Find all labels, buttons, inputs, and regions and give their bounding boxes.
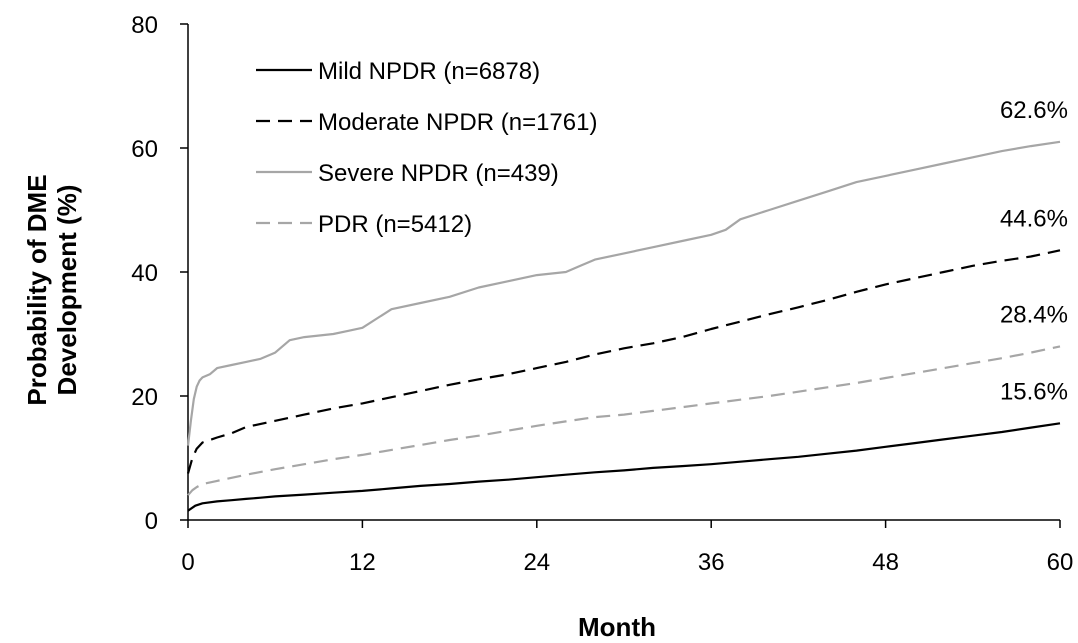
- y-axis-title-line2: Development (%): [52, 185, 82, 396]
- end-value-label: 44.6%: [1000, 205, 1068, 232]
- y-tick-label: 20: [131, 384, 158, 411]
- legend-label: Mild NPDR (n=6878): [318, 58, 540, 85]
- end-value-label: 28.4%: [1000, 301, 1068, 328]
- axes: [187, 24, 1060, 521]
- end-value-label: 15.6%: [1000, 378, 1068, 405]
- x-tick-label: 24: [523, 549, 550, 576]
- end-labels: 15.6% 44.6% 62.6% 28.4%: [1000, 97, 1068, 405]
- y-tick-label: 40: [131, 260, 158, 287]
- series-lines: [186, 140, 1061, 512]
- x-tick-label: 48: [872, 549, 899, 576]
- series-line-2: [186, 140, 1061, 446]
- x-axis-title: Month: [578, 612, 656, 642]
- y-axis-title: Probability of DME Development (%): [22, 174, 82, 405]
- legend-label: PDR (n=5412): [318, 211, 472, 238]
- series-line-3: [187, 345, 1061, 496]
- x-tick-label: 0: [181, 549, 194, 576]
- end-value-label: 62.6%: [1000, 97, 1068, 124]
- x-tick-label: 36: [698, 549, 725, 576]
- x-tick-label: 12: [349, 549, 376, 576]
- y-axis-title-line1: Probability of DME: [22, 174, 52, 405]
- y-tick-label: 60: [131, 136, 158, 163]
- x-tick-label: 60: [1047, 549, 1074, 576]
- y-ticks: 0 20 40 60 80: [131, 12, 188, 535]
- series-line-0: [187, 422, 1061, 512]
- legend-label: Severe NPDR (n=439): [318, 160, 559, 187]
- series-line-1: [186, 249, 1061, 474]
- y-tick-label: 0: [145, 508, 158, 535]
- legend: Mild NPDR (n=6878) Moderate NPDR (n=1761)…: [256, 58, 597, 238]
- x-ticks: 0 12 24 36 48 60: [181, 520, 1073, 576]
- y-tick-label: 80: [131, 12, 158, 39]
- legend-label: Moderate NPDR (n=1761): [318, 109, 597, 136]
